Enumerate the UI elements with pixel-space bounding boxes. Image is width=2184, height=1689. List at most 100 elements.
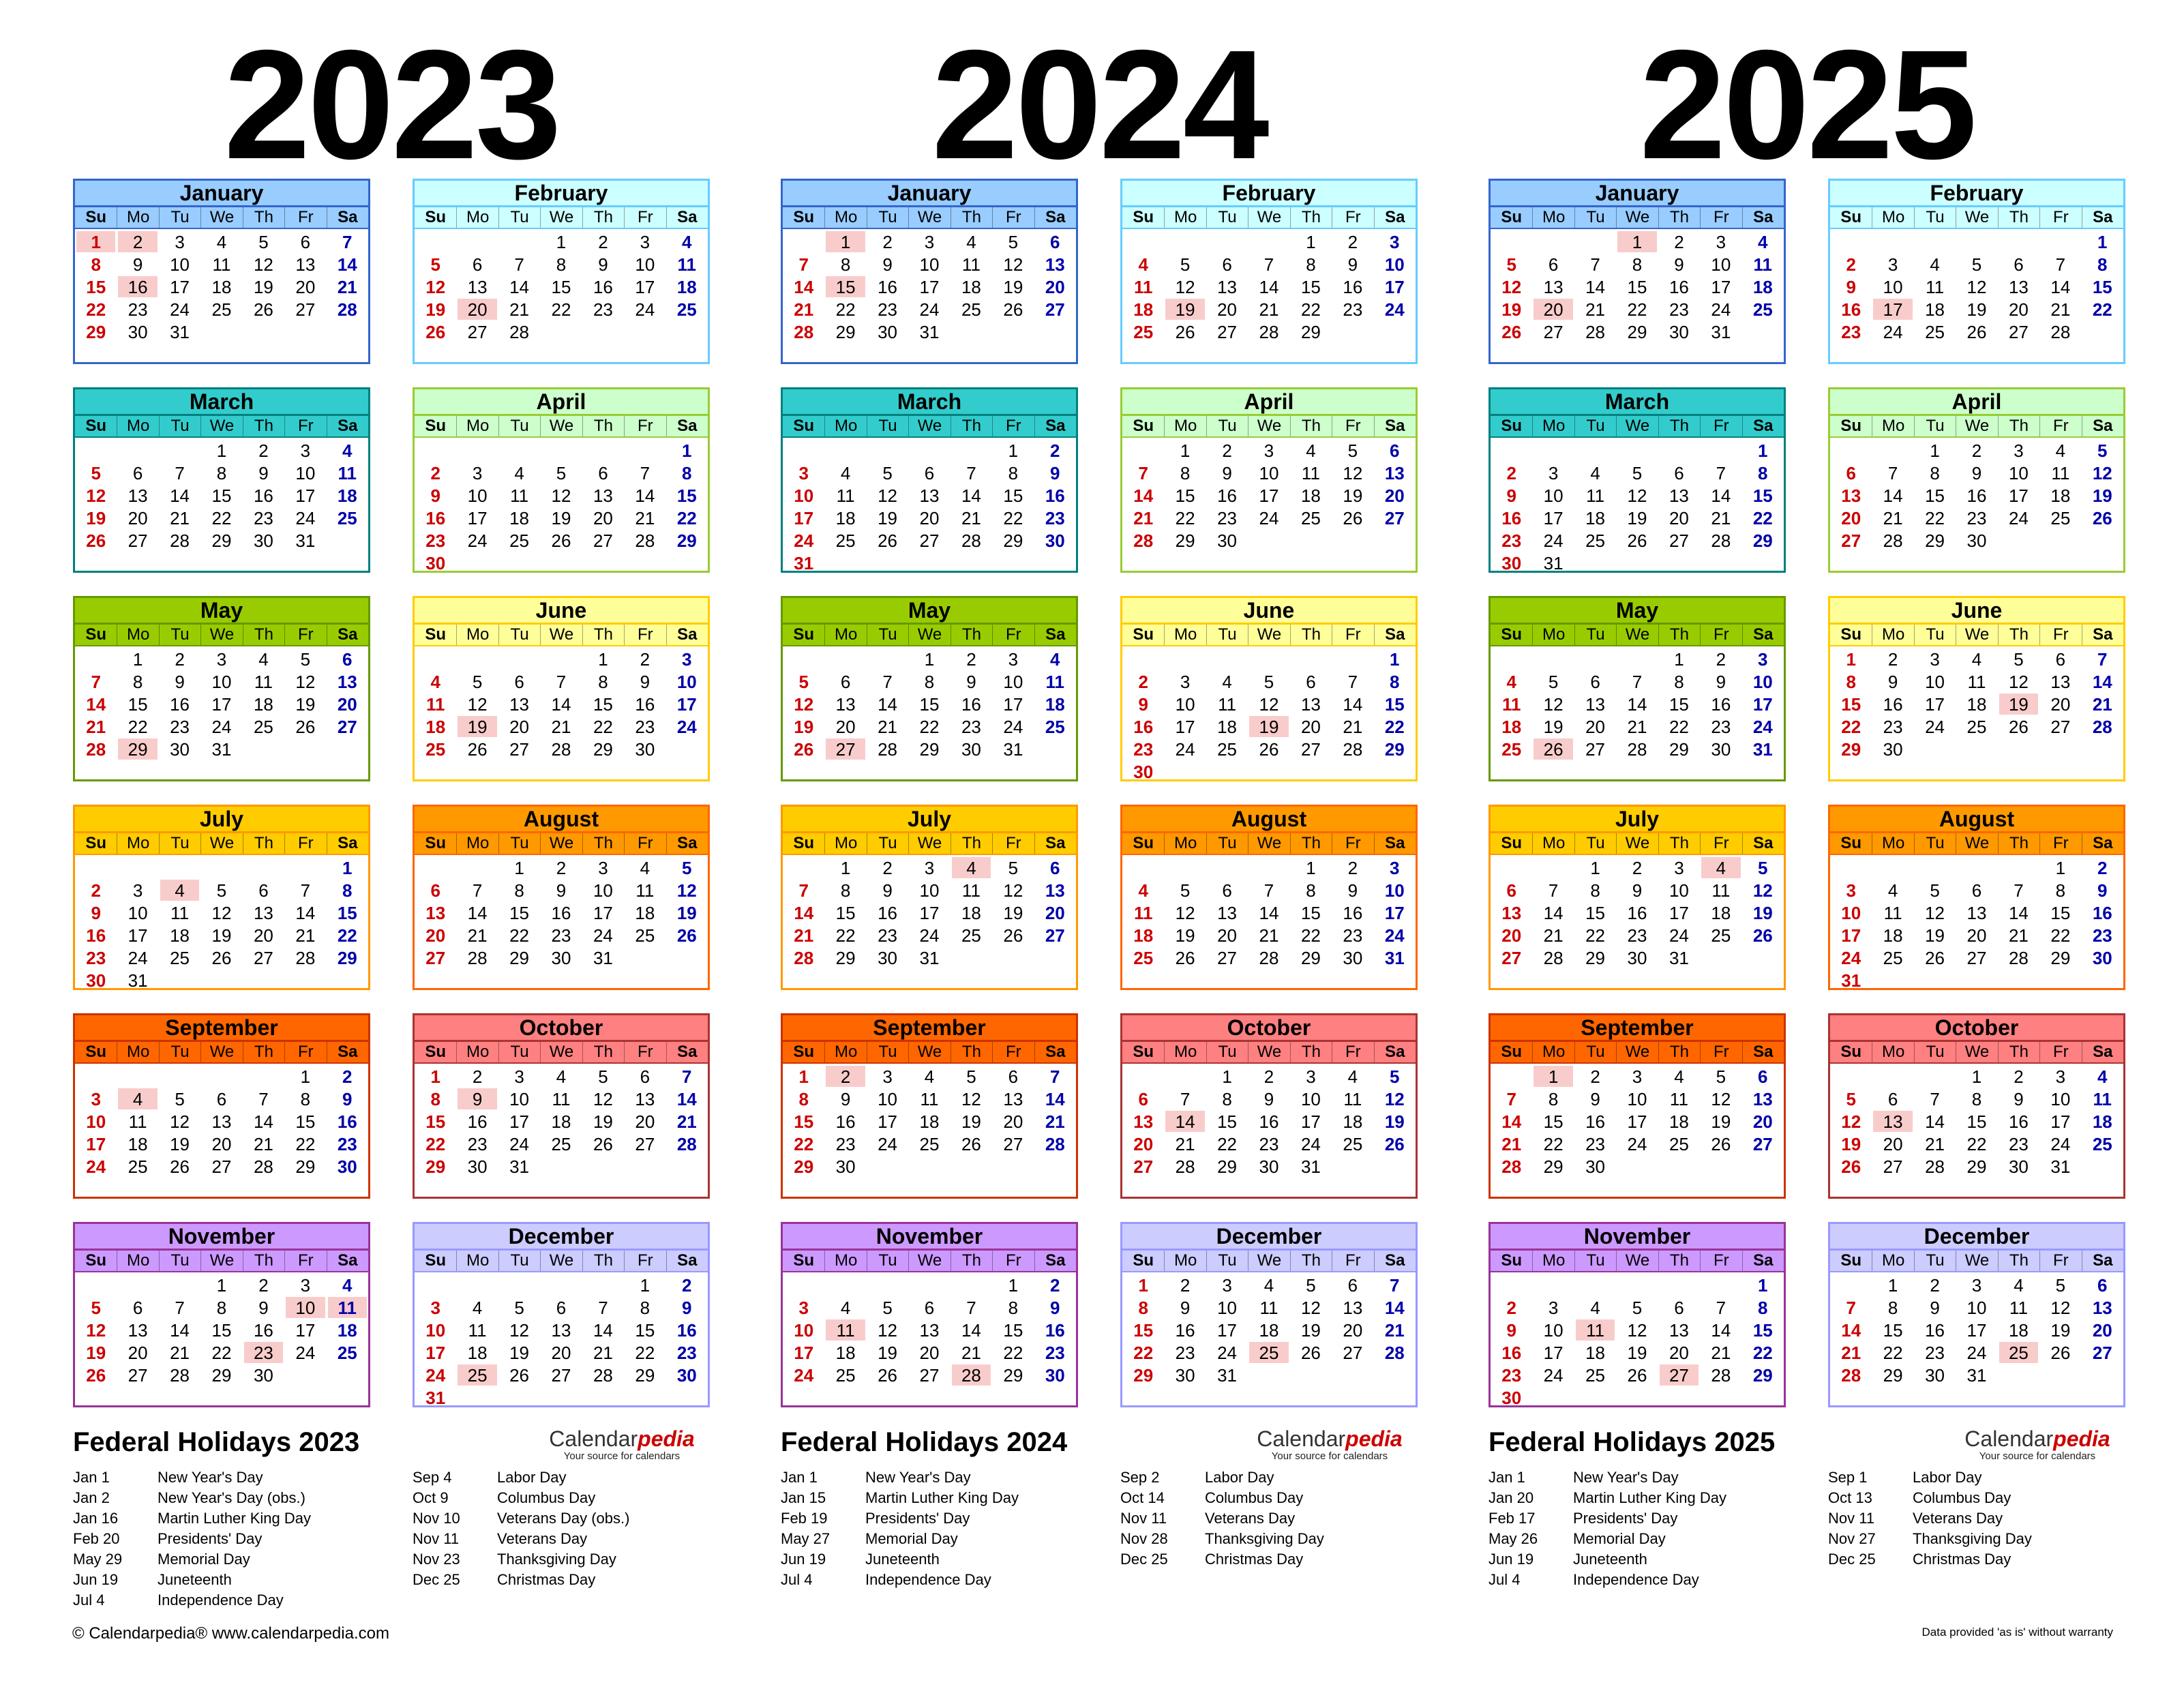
day-cell: 20 [1501, 925, 1522, 946]
day-cell: 8 [840, 880, 851, 901]
day-cell: 20 [1217, 299, 1238, 320]
day-cell: 20 [1669, 1343, 1689, 1363]
day-cell: 13 [1217, 277, 1238, 297]
day-grid: 1 2 3 4 5 6 7 8 9 10 11 12 13 14 15 16 17 18 19 20 21 22 23 24 2… [415, 1064, 708, 1178]
weekday-header: Su Mo Tu We Th Fr Sa [1491, 833, 1784, 855]
weekday-label: Mo [1872, 625, 1913, 645]
day-cell: 1 [682, 440, 692, 461]
day-cell: 8 [2055, 880, 2066, 901]
day-cell: 16 [86, 925, 106, 946]
day-cell: 24 [211, 717, 232, 737]
day-cell: 17 [676, 694, 697, 715]
holiday-date: Nov 11 [1120, 1510, 1167, 1527]
empty-day-cell [784, 231, 823, 252]
weekday-label: Su [425, 834, 447, 852]
empty-day-cell [1831, 231, 1870, 252]
weekday-label: Sa [1741, 833, 1784, 854]
day-cell: 4 [1506, 672, 1516, 692]
weekday-label: We [908, 1042, 950, 1062]
day-grid: 1 2 3 4 5 6 7 8 9 10 11 12 13 14 15 16 17 18 19 20 21 22 23 24 2… [1122, 855, 1416, 970]
month-calendar: February Su Mo Tu We Th Fr Sa 1 2 3 4 5 6 7 8 9 10 11 12 13 1… [413, 179, 710, 364]
day-cell: 3 [300, 1275, 311, 1296]
weekday-label: Sa [2081, 416, 2123, 436]
holiday-date: Oct 14 [1120, 1489, 1165, 1506]
day-cell: 27 [253, 948, 273, 968]
day-cell: 7 [1887, 463, 1898, 483]
day-cell: 19 [295, 694, 316, 715]
weekday-label: Tu [158, 1251, 200, 1271]
day-cell: 23 [878, 299, 898, 320]
day-cell: 26 [1300, 1343, 1321, 1363]
day-cell: 10 [1300, 1089, 1321, 1109]
day-cell: 10 [1669, 880, 1689, 901]
empty-day-cell [1492, 231, 1531, 252]
holiday-day-cell: 19 [458, 716, 497, 737]
day-cell: 5 [556, 463, 567, 483]
month-calendar: March Su Mo Tu We Th Fr Sa 1 2 3 4 5 6 7 8 9 10 11 12 13 14 15… [73, 387, 370, 573]
day-cell: 9 [966, 672, 976, 692]
calendarpedia-logo: Calendarpedia Your source for calendars [1241, 1426, 1418, 1462]
month-calendar: November Su Mo Tu We Th Fr Sa 1 2 3 4 5 6 7 8 9 10 11 12 13 1… [73, 1222, 370, 1407]
day-cell: 6 [1222, 880, 1232, 901]
day-cell: 19 [2050, 1320, 2071, 1341]
day-cell: 6 [258, 880, 269, 901]
weekday-label: Tu [1913, 625, 1956, 645]
day-cell: 15 [1966, 1111, 1987, 1132]
weekday-label: Fr [284, 625, 326, 645]
weekday-header: Su Mo Tu We Th Fr Sa [1122, 207, 1416, 229]
day-cell: 25 [961, 299, 981, 320]
weekday-label: Fr [624, 207, 665, 228]
empty-day-cell [1576, 648, 1615, 670]
day-cell: 7 [882, 672, 893, 692]
day-cell: 13 [1841, 485, 1861, 506]
day-cell: 9 [1180, 1298, 1191, 1318]
day-cell: 3 [1263, 440, 1274, 461]
day-cell: 9 [682, 1298, 692, 1318]
month-name: March [75, 389, 368, 416]
day-cell: 15 [1543, 1111, 1564, 1132]
day-cell: 13 [635, 1089, 655, 1109]
day-cell: 30 [1045, 530, 1065, 551]
empty-day-cell [1534, 231, 1572, 252]
day-cell: 23 [425, 530, 446, 551]
day-cell: 30 [1133, 762, 1154, 782]
weekday-label: Mo [1872, 207, 1913, 228]
month-name: February [1122, 181, 1416, 207]
weekday-label: Th [1289, 625, 1332, 645]
weekday-label: Tu [1574, 1042, 1616, 1062]
day-cell: 12 [1627, 1320, 1647, 1341]
day-cell: 13 [1966, 903, 1987, 923]
day-cell: 15 [1133, 1320, 1154, 1341]
day-cell: 1 [1180, 440, 1191, 461]
day-cell: 18 [551, 1111, 571, 1132]
day-cell: 11 [425, 694, 445, 715]
day-cell: 22 [86, 299, 106, 320]
empty-day-cell [1831, 857, 1870, 878]
weekday-label: We [1248, 833, 1289, 854]
weekday-label: Tu [498, 833, 540, 854]
day-cell: 15 [2092, 277, 2112, 297]
weekday-label: Fr [1700, 416, 1741, 436]
day-cell: 23 [1045, 508, 1065, 528]
day-cell: 2 [1971, 440, 1982, 461]
day-cell: 5 [1347, 440, 1358, 461]
day-grid: 1 2 3 4 5 6 7 8 9 10 11 12 13 14 15 16 17 18 19 20 21 22 23 24 2… [75, 855, 368, 992]
weekday-label: Su [793, 625, 815, 644]
weekday-label: Sa [1373, 625, 1416, 645]
month-calendar: May Su Mo Tu We Th Fr Sa 1 2 3 4 5 6 7 8 9 10 11 12 13 14 15 16… [1489, 596, 1786, 781]
day-cell: 6 [598, 463, 608, 483]
day-cell: 16 [337, 1111, 357, 1132]
day-grid: 1 2 3 4 5 6 7 8 9 10 11 12 13 14 15 16 17 18 19 20 21 22 23 24 2… [1830, 646, 2123, 761]
holiday-date: Dec 25 [1828, 1551, 1876, 1568]
day-cell: 27 [337, 717, 357, 737]
day-cell: 29 [1300, 948, 1321, 968]
holiday-day-cell: 13 [1873, 1111, 1913, 1132]
weekday-header: Su Mo Tu We Th Fr Sa [1491, 207, 1784, 229]
day-cell: 8 [91, 254, 101, 275]
day-cell: 24 [128, 948, 148, 968]
holiday-date: Dec 25 [1120, 1551, 1168, 1568]
day-cell: 1 [840, 858, 851, 878]
month-name: April [1830, 389, 2123, 416]
weekday-label: We [1616, 416, 1658, 436]
empty-day-cell [1165, 648, 1204, 670]
